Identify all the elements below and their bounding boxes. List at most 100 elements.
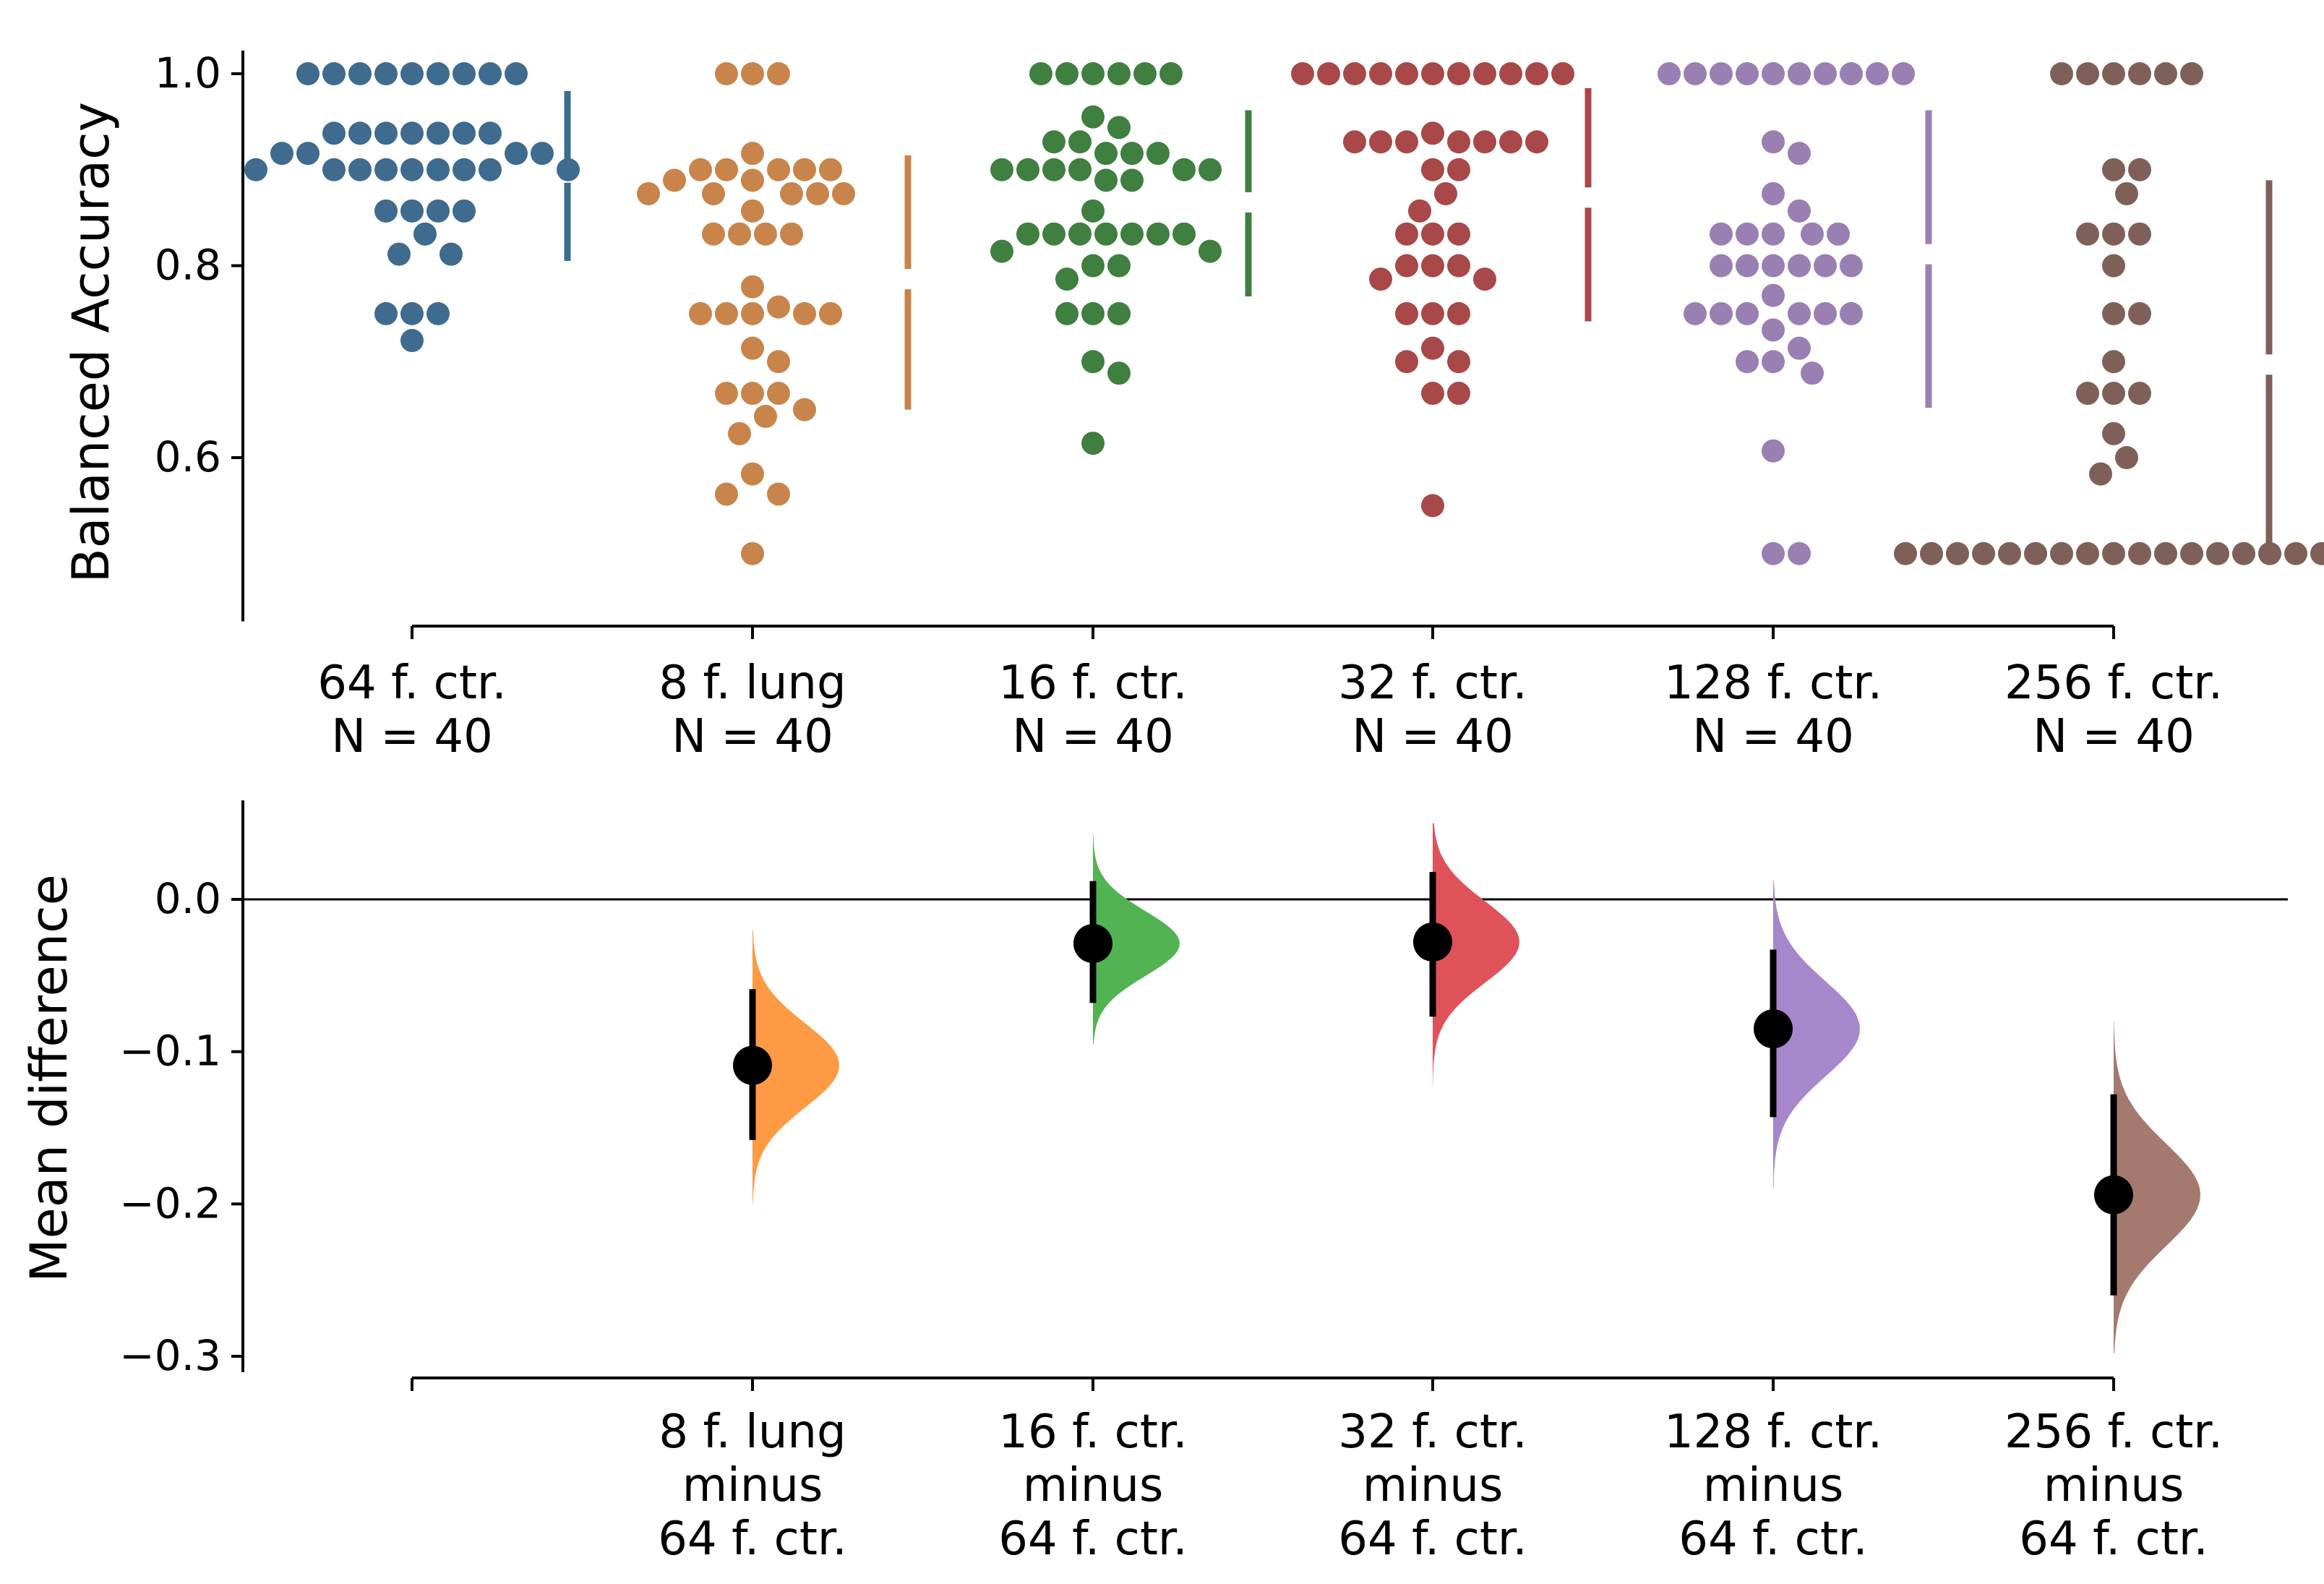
data-point	[1395, 350, 1418, 374]
data-point	[453, 62, 476, 85]
data-point	[1788, 541, 1811, 565]
data-point	[689, 158, 712, 181]
data-point	[1447, 350, 1470, 374]
data-point	[1421, 62, 1444, 85]
data-point	[1421, 336, 1444, 360]
bootstrap-distribution	[752, 930, 839, 1204]
data-point	[2102, 158, 2125, 181]
x-tick-label: 256 f. ctr.	[2004, 656, 2223, 710]
data-point	[1159, 62, 1183, 85]
data-point	[453, 199, 476, 223]
data-point	[1684, 62, 1707, 85]
data-point	[426, 62, 450, 85]
swarm-group	[1658, 62, 1932, 565]
data-point	[2310, 541, 2324, 565]
data-point	[1473, 130, 1496, 154]
data-point	[1395, 130, 1418, 154]
swarm-group	[637, 62, 912, 565]
data-point	[1710, 254, 1733, 278]
data-point	[2232, 541, 2255, 565]
data-point	[400, 199, 424, 223]
data-point	[2180, 541, 2203, 565]
data-point	[1447, 158, 1470, 181]
comparison-group	[1073, 834, 1180, 1045]
data-point	[1081, 105, 1105, 129]
data-point	[728, 421, 751, 445]
data-point	[1421, 254, 1444, 278]
data-point	[1658, 62, 1681, 85]
data-point	[819, 158, 842, 181]
bootstrap-distribution	[1433, 823, 1519, 1087]
data-point	[2076, 222, 2099, 246]
comparison-label: minus	[1703, 1459, 1844, 1512]
data-point	[2102, 222, 2125, 246]
comparison-label: 16 f. ctr.	[998, 1405, 1187, 1459]
data-point	[1447, 222, 1470, 246]
data-point	[1042, 222, 1065, 246]
data-point	[702, 222, 725, 246]
data-point	[2102, 62, 2125, 85]
data-point	[1762, 222, 1785, 246]
data-point	[2115, 181, 2138, 205]
data-point	[741, 199, 764, 223]
data-point	[1107, 361, 1131, 385]
comparison-group	[1413, 823, 1519, 1087]
data-point	[1762, 283, 1785, 307]
data-point	[1055, 301, 1079, 325]
data-point	[1081, 62, 1105, 85]
data-point	[2128, 301, 2151, 325]
data-point	[1762, 62, 1785, 85]
data-point	[400, 158, 424, 181]
data-point	[426, 158, 450, 181]
comparison-label: 64 f. ctr.	[2019, 1512, 2208, 1566]
comparison-label: 8 f. lung	[659, 1405, 846, 1459]
data-point	[1068, 130, 1092, 154]
data-point	[1107, 62, 1131, 85]
data-point	[1447, 382, 1470, 406]
bootstrap-distribution	[1093, 834, 1180, 1045]
data-point	[715, 382, 738, 406]
mean-difference-point	[1073, 924, 1112, 964]
data-point	[1395, 62, 1418, 85]
data-point	[741, 275, 764, 299]
swarm-group	[1894, 62, 2324, 565]
data-point	[1736, 254, 1759, 278]
data-point	[1094, 142, 1118, 166]
data-point	[1840, 301, 1863, 325]
data-point	[453, 158, 476, 181]
data-point	[374, 121, 398, 145]
data-point	[348, 158, 372, 181]
data-point	[1499, 130, 1522, 154]
data-point	[1447, 301, 1470, 325]
data-point	[2076, 62, 2099, 85]
data-point	[1788, 254, 1811, 278]
data-point	[1814, 301, 1837, 325]
data-point	[1146, 222, 1170, 246]
data-point	[689, 301, 712, 325]
data-point	[1525, 130, 1548, 154]
data-point	[1421, 222, 1444, 246]
data-point	[1107, 301, 1131, 325]
data-point	[1814, 254, 1837, 278]
data-point	[1447, 62, 1470, 85]
data-point	[1788, 199, 1811, 223]
data-point	[1525, 62, 1548, 85]
data-point	[1736, 350, 1759, 374]
data-point	[767, 62, 790, 85]
data-point	[387, 242, 411, 266]
n-label: N = 40	[1352, 710, 1514, 763]
x-tick-label: 8 f. lung	[659, 656, 846, 710]
data-point	[1421, 494, 1444, 518]
data-point	[1343, 130, 1366, 154]
data-point	[1762, 318, 1785, 342]
y-tick-label: 0.0	[155, 874, 221, 923]
data-point	[2089, 462, 2112, 486]
data-point	[1081, 254, 1105, 278]
mean-difference-point	[1413, 922, 1452, 962]
n-label: N = 40	[1692, 710, 1854, 763]
data-point	[663, 168, 686, 192]
data-point	[1801, 222, 1824, 246]
data-point	[637, 181, 660, 205]
